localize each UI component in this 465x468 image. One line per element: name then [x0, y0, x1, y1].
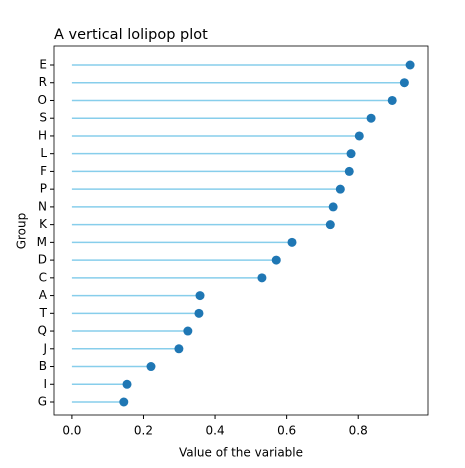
y-tick-label: N [38, 199, 47, 213]
dot [335, 184, 345, 194]
y-tick-label: A [39, 288, 48, 302]
x-axis-label: Value of the variable [179, 446, 303, 460]
y-tick-label: L [40, 146, 47, 160]
x-tick-label: 0.4 [206, 424, 225, 438]
y-tick-label: K [39, 217, 48, 231]
x-tick-label: 0.6 [277, 424, 296, 438]
x-tick-label: 0.0 [62, 424, 81, 438]
dot [195, 291, 205, 301]
dot [287, 237, 297, 247]
y-tick-label: I [43, 377, 47, 391]
dot [122, 379, 132, 389]
y-tick-label: C [39, 270, 47, 284]
y-tick-label: R [39, 75, 47, 89]
chart-title: A vertical lolipop plot [54, 27, 208, 43]
y-tick-label: Q [38, 324, 47, 338]
dot [366, 113, 376, 123]
y-tick-label: O [38, 93, 47, 107]
dot [346, 149, 356, 159]
dot [174, 344, 184, 354]
y-tick-label: P [40, 182, 47, 196]
dot [257, 273, 267, 283]
dot [119, 397, 129, 407]
y-tick-label: F [40, 164, 47, 178]
dot [387, 95, 397, 105]
dot [344, 166, 354, 176]
y-tick-label: B [39, 359, 47, 373]
y-tick-label: S [39, 111, 47, 125]
y-tick-label: G [38, 395, 47, 409]
y-tick-label: H [38, 128, 47, 142]
y-tick-label: E [39, 58, 47, 72]
y-tick-label: D [38, 253, 47, 267]
plot-frame [53, 45, 429, 416]
y-tick-label: J [42, 341, 47, 355]
dot [405, 60, 415, 70]
x-tick-label: 0.8 [349, 424, 368, 438]
dot [354, 131, 364, 141]
dot [325, 220, 335, 230]
dot [328, 202, 338, 212]
y-tick-label: T [39, 306, 48, 320]
dot [271, 255, 281, 265]
y-tick-label: M [37, 235, 47, 249]
dot [399, 78, 409, 88]
dot [183, 326, 193, 336]
dot [146, 362, 156, 372]
dot [194, 308, 204, 318]
y-axis-label: Group [15, 213, 29, 250]
x-tick-label: 0.2 [134, 424, 153, 438]
